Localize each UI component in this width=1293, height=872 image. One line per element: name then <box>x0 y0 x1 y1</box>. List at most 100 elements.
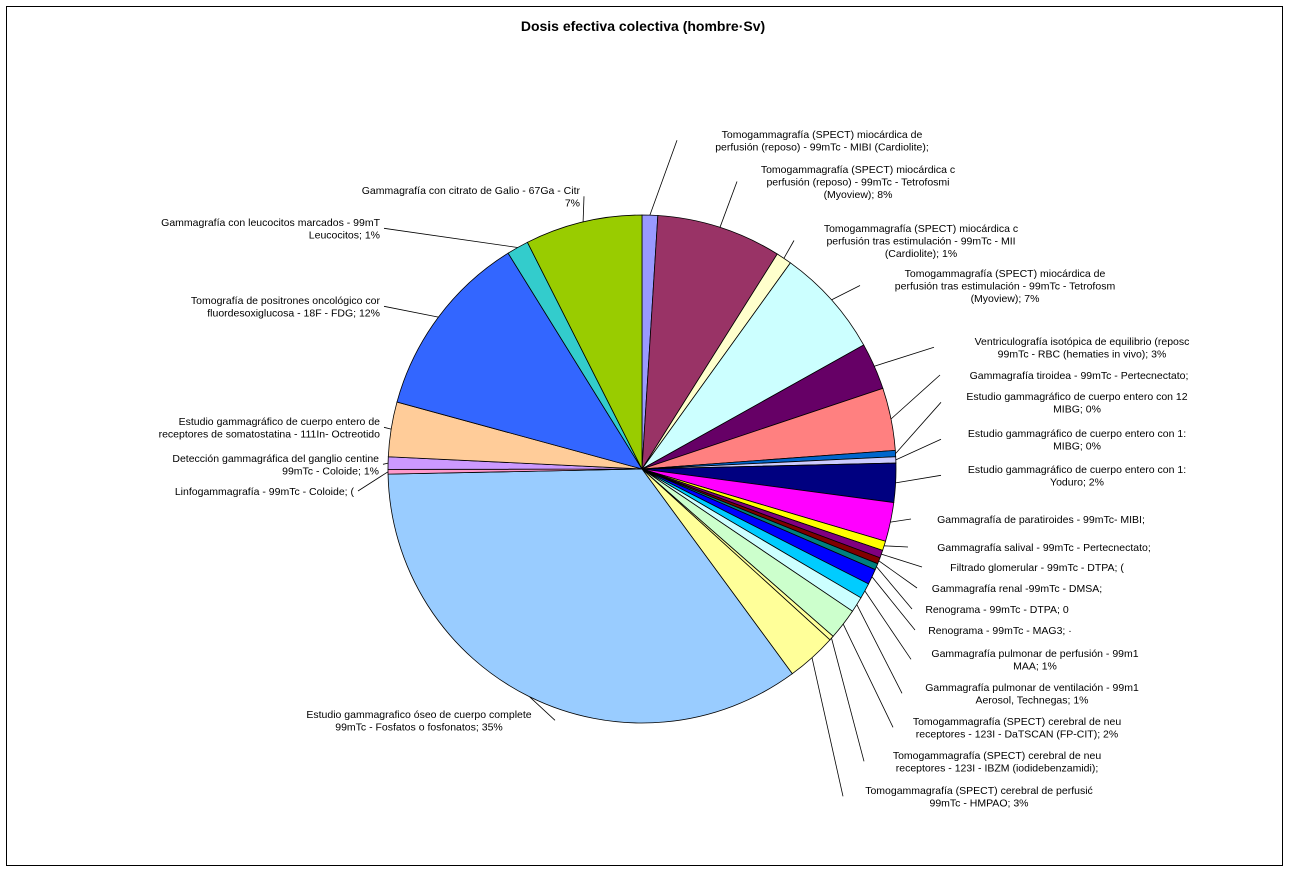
leader-line-9 <box>895 474 942 484</box>
slice-label-line: 99mTc - Coloide; 1% <box>282 466 379 478</box>
slice-label-line: Aerosol, Technegas; 1% <box>975 695 1088 707</box>
slice-label-26: Gammagrafía con leucocitos marcados - 99… <box>161 217 380 242</box>
slice-label-11: Gammagrafía salival - 99mTc - Pertecnect… <box>937 542 1151 554</box>
leader-line-15 <box>871 576 916 631</box>
slice-label-line: receptores - 123I - DaTSCAN (FP-CIT); 2% <box>916 729 1118 741</box>
slice-label-line: fluordesoxiglucosa - 18F - FDG; 12% <box>207 308 380 320</box>
slice-label-line: Ventriculografía isotópica de equilibrio… <box>975 336 1190 348</box>
slice-label-line: Tomogammagrafía (SPECT) cerebral de perf… <box>865 785 1093 797</box>
slice-label-2: Tomogammagrafía (SPECT) miocárdica c perf… <box>761 164 955 201</box>
slice-label-line: 99mTc - RBC (hematies in vivo); 3% <box>998 349 1167 361</box>
slice-label-8: Estudio gammagráfico de cuerpo entero co… <box>968 428 1186 453</box>
slice-label-line: Gammagrafía de paratiroides - 99mTc- MIB… <box>937 514 1145 526</box>
slice-label-line: Estudio gammagráfico de cuerpo entero co… <box>968 464 1186 476</box>
slice-label-line: MIBG; 0% <box>1053 404 1101 416</box>
slice-labels: Tomogammagrafía (SPECT) miocárdica de per… <box>159 129 1190 810</box>
leader-line-5 <box>874 346 935 367</box>
slice-label-line: Tomogammagrafía (SPECT) cerebral de neu <box>913 716 1121 728</box>
slice-label-23: Detección gammagráfica del ganglio centi… <box>172 453 379 478</box>
slice-label-5: Ventriculografía isotópica de equilibrio… <box>975 336 1190 361</box>
slice-label-line: perfusión (reposo) - 99mTc - MIBI (Cardi… <box>715 142 929 154</box>
slice-label-7: Estudio gammagráfico de cuerpo entero co… <box>966 391 1187 416</box>
slice-label-3: Tomogammagrafía (SPECT) miocárdica c perf… <box>824 223 1018 260</box>
slice-label-line: perfusión tras estimulación - 99mTc - Te… <box>895 281 1116 293</box>
slice-label-line: MIBG; 0% <box>1053 441 1101 453</box>
slice-label-6: Gammagrafía tiroidea - 99mTc - Pertecnec… <box>970 370 1189 382</box>
slice-label-line: Gammagrafía pulmonar de ventilación - 99… <box>925 682 1139 694</box>
slice-label-line: Estudio gammagráfico de cuerpo entero co… <box>968 428 1186 440</box>
slice-label-line: receptores - 123I - IBZM (iodidebenzamid… <box>896 763 1099 775</box>
leader-line-2 <box>719 181 738 228</box>
slice-label-line: Renograma - 99mTc - DTPA; 0 <box>925 604 1069 616</box>
pie-slice-4 <box>641 262 865 470</box>
slice-label-line: Tomogammagrafía (SPECT) miocárdica c <box>824 223 1018 235</box>
leader-line-26 <box>383 227 518 248</box>
slice-label-line: Renograma - 99mTc - MAG3; · <box>928 625 1072 637</box>
leader-line-25 <box>383 305 439 318</box>
leader-line-20 <box>811 657 844 797</box>
leader-line-13 <box>878 560 918 589</box>
leader-line-21 <box>529 696 556 721</box>
slice-label-line: Gammagrafía tiroidea - 99mTc - Pertecnec… <box>970 370 1189 382</box>
pie-chart: Dosis efectiva colectiva (hombre·Sv) Tom… <box>159 18 1190 810</box>
leader-line-16 <box>864 590 912 660</box>
slice-label-1: Tomogammagrafía (SPECT) miocárdica de per… <box>715 129 929 154</box>
leader-line-8 <box>895 438 942 461</box>
slice-label-18: Tomogammagrafía (SPECT) cerebral de neu r… <box>913 716 1121 741</box>
leader-line-17 <box>856 604 903 694</box>
pie-slice-21 <box>387 468 793 724</box>
slice-label-line: 99mTc - Fosfatos o fosfonatos; 35% <box>335 722 503 734</box>
slice-label-15: Renograma - 99mTc - MAG3; · <box>928 625 1072 637</box>
slice-label-line: Gammagrafía salival - 99mTc - Pertecnect… <box>937 542 1151 554</box>
slice-label-line: Tomogammagrafía (SPECT) miocárdica de <box>722 129 923 141</box>
slice-label-line: Tomogammagrafía (SPECT) miocárdica de <box>905 268 1106 280</box>
leader-line-24 <box>383 426 392 430</box>
slice-label-12: Filtrado glomerular - 99mTc - DTPA; ( <box>950 562 1124 574</box>
slice-label-24: Estudio gammagráfico de cuerpo entero de… <box>159 416 381 441</box>
slice-label-line: 7% <box>565 198 580 210</box>
slice-label-17: Gammagrafía pulmonar de ventilación - 99… <box>925 682 1139 707</box>
pie-slice-25 <box>396 252 643 470</box>
slice-label-line: Detección gammagráfica del ganglio centi… <box>172 453 379 465</box>
slice-label-22: Linfogammagrafía - 99mTc - Coloide; ( <box>175 486 355 498</box>
slice-label-line: (Cardiolite); 1% <box>885 248 957 260</box>
slice-label-21: Estudio gammagrafico óseo de cuerpo comp… <box>306 709 531 734</box>
slice-label-line: perfusión tras estimulación - 99mTc - MI… <box>826 236 1015 248</box>
slice-label-14: Renograma - 99mTc - DTPA; 0 <box>925 604 1069 616</box>
leader-line-4 <box>831 285 861 301</box>
slice-label-line: perfusión (reposo) - 99mTc - Tetrofosmi <box>766 177 949 189</box>
slice-label-25: Tomografía de positrones oncológico cor f… <box>191 295 381 320</box>
leader-line-10 <box>890 518 912 523</box>
slice-label-line: Estudio gammagráfico de cuerpo entero co… <box>966 391 1187 403</box>
leader-line-18 <box>842 623 894 728</box>
slice-label-19: Tomogammagrafía (SPECT) cerebral de neu r… <box>893 750 1101 775</box>
slice-label-line: Yoduro; 2% <box>1050 477 1104 489</box>
pie-slices <box>387 214 897 724</box>
leader-line-1 <box>649 140 678 216</box>
slice-label-line: Estudio gammagrafico óseo de cuerpo comp… <box>306 709 531 721</box>
slice-label-line: Estudio gammagráfico de cuerpo entero de <box>179 416 381 428</box>
leader-line-23 <box>382 462 389 465</box>
leader-line-14 <box>876 566 913 610</box>
leader-line-7 <box>895 402 942 454</box>
slice-label-10: Gammagrafía de paratiroides - 99mTc- MIB… <box>937 514 1145 526</box>
leader-lines <box>357 140 942 797</box>
pie-slice-27 <box>526 214 643 470</box>
leader-line-12 <box>881 553 923 568</box>
slice-label-line: Gammagrafía renal -99mTc - DMSA; <box>932 583 1102 595</box>
slice-label-13: Gammagrafía renal -99mTc - DMSA; <box>932 583 1102 595</box>
slice-label-16: Gammagrafía pulmonar de perfusión - 99m1… <box>931 648 1138 673</box>
slice-label-line: Leucocitos; 1% <box>309 230 380 242</box>
slice-label-27: Gammagrafía con citrato de Galio - 67Ga … <box>362 185 581 210</box>
slice-label-line: Tomogammagrafía (SPECT) miocárdica c <box>761 164 955 176</box>
slice-label-line: Gammagrafía con citrato de Galio - 67Ga … <box>362 185 581 197</box>
slice-label-line: (Myoview); 8% <box>824 189 893 201</box>
slice-label-line: Tomografía de positrones oncológico cor <box>191 295 381 307</box>
leader-line-19 <box>831 637 865 762</box>
slice-label-line: Tomogammagrafía (SPECT) cerebral de neu <box>893 750 1101 762</box>
chart-frame: Dosis efectiva colectiva (hombre·Sv) Tom… <box>6 6 1283 866</box>
slice-label-line: Gammagrafía con leucocitos marcados - 99… <box>161 217 380 229</box>
leader-line-22 <box>357 471 389 492</box>
chart-title: Dosis efectiva colectiva (hombre·Sv) <box>521 18 765 34</box>
slice-label-line: (Myoview); 7% <box>971 293 1040 305</box>
